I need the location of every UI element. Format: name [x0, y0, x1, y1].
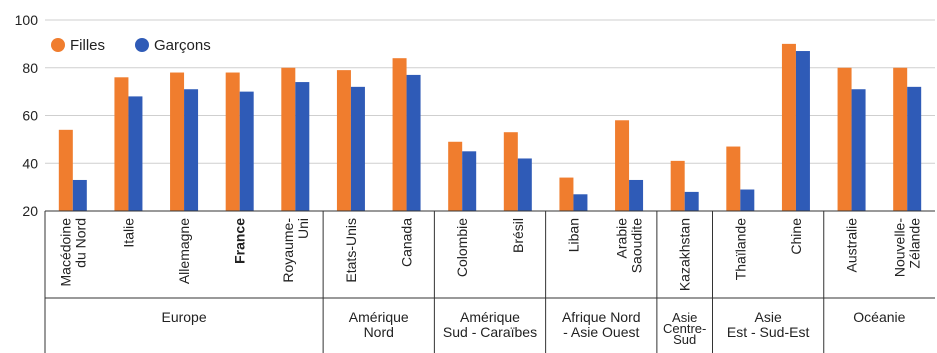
x-tick-label: Thaïlande — [732, 218, 748, 280]
x-tick-label: Etats-Unis — [343, 218, 359, 283]
bar-filles — [615, 120, 630, 211]
y-tick-label: 100 — [15, 12, 39, 28]
x-tick-label-line: Thaïlande — [732, 218, 748, 280]
x-tick-label-line: Australie — [844, 218, 860, 273]
legend-marker — [51, 38, 65, 52]
bar-garcons — [629, 179, 644, 211]
bar-garcons — [406, 74, 421, 211]
x-tick-label: Canada — [399, 218, 415, 267]
bar-garcons — [907, 86, 922, 211]
bar-filles — [559, 177, 574, 211]
x-tick-label-line: Arabie — [614, 218, 630, 259]
x-tick-label-line: France — [232, 218, 248, 264]
bars — [58, 43, 922, 212]
legend-label: Filles — [70, 37, 105, 54]
y-tick-label: 20 — [22, 203, 38, 219]
group-label: Europe — [161, 309, 206, 325]
x-tick-label-line: Chine — [788, 218, 804, 255]
bar-filles — [448, 141, 463, 211]
group-label: Sud - Caraïbes — [443, 324, 537, 340]
x-tick-label: Kazakhstan — [677, 218, 693, 291]
bar-filles — [281, 67, 296, 211]
group-label: Sud — [673, 332, 696, 347]
bar-garcons — [128, 96, 143, 211]
bar-filles — [225, 72, 240, 212]
bar-garcons — [851, 89, 866, 211]
bar-garcons — [795, 51, 810, 211]
x-tick-label-line: Etats-Unis — [343, 218, 359, 283]
x-tick-label: Italie — [120, 218, 136, 248]
group-label: Océanie — [853, 309, 905, 325]
bar-garcons — [684, 191, 699, 211]
x-tick-label: Liban — [565, 218, 581, 252]
x-tick-label: Brésil — [510, 218, 526, 253]
x-tick-label: Royaume-Uni — [280, 218, 311, 283]
group-label: Amérique — [460, 309, 520, 325]
y-tick-label: 80 — [22, 60, 38, 76]
bar-filles — [170, 72, 185, 212]
bar-garcons — [740, 189, 755, 211]
y-tick-label: 60 — [22, 108, 38, 124]
x-tick-label: ArabieSaoudite — [614, 218, 645, 273]
bar-garcons — [462, 151, 477, 211]
x-tick-label-line: Saoudite — [629, 218, 645, 273]
legend-label: Garçons — [154, 37, 211, 54]
x-tick-label: France — [232, 218, 248, 264]
bar-garcons — [184, 89, 199, 211]
x-tick-label-line: Zélande — [907, 218, 923, 269]
bar-filles — [58, 129, 73, 211]
group-label: - Asie Ouest — [563, 324, 639, 340]
bar-filles — [781, 43, 796, 211]
x-tick-label-line: Royaume- — [280, 218, 296, 283]
x-tick-label-line: Uni — [295, 218, 311, 239]
bar-filles — [726, 146, 741, 211]
y-axis-ticks: 20 40 60 80 100 — [15, 12, 39, 219]
bar-garcons — [517, 158, 532, 211]
x-tick-label-line: Brésil — [510, 218, 526, 253]
group-label: Centre- — [663, 321, 706, 336]
group-label: Asie — [755, 309, 782, 325]
bar-filles — [392, 58, 407, 212]
bar-garcons — [72, 179, 87, 211]
group-label: Nord — [364, 324, 394, 340]
group-label: Est - Sud-Est — [727, 324, 810, 340]
x-tick-label: Allemagne — [176, 218, 192, 284]
bar-garcons — [239, 91, 254, 211]
bar-filles — [837, 67, 852, 211]
x-tick-label: Colombie — [454, 218, 470, 277]
bar-filles — [503, 132, 518, 211]
group-label: Afrique Nord — [562, 309, 641, 325]
x-axis: Macédoinedu Nord Italie Allemagne France Roy… — [44, 210, 935, 353]
bar-filles — [893, 67, 908, 211]
legend: Filles Garçons — [51, 37, 211, 54]
x-tick-label: Chine — [788, 218, 804, 255]
x-tick-label: Australie — [844, 218, 860, 273]
x-tick-label-line: Macédoine — [57, 218, 73, 287]
x-tick-label-line: Nouvelle- — [892, 218, 908, 277]
x-tick-label-line: Allemagne — [176, 218, 192, 284]
x-tick-label-line: Liban — [565, 218, 581, 252]
x-tick-label-line: Kazakhstan — [677, 218, 693, 291]
group-label: Asie — [672, 310, 697, 325]
bar-filles — [336, 70, 351, 211]
legend-marker — [135, 38, 149, 52]
bar-garcons — [573, 194, 588, 211]
bar-filles — [670, 160, 685, 211]
y-tick-label: 40 — [22, 155, 38, 171]
x-tick-label-line: Colombie — [454, 218, 470, 277]
bar-garcons — [295, 82, 310, 211]
x-tick-label: Macédoinedu Nord — [57, 218, 88, 287]
x-tick-label-line: Italie — [120, 218, 136, 248]
bar-garcons — [350, 86, 365, 211]
group-label: Amérique — [349, 309, 409, 325]
x-tick-label-line: Canada — [399, 218, 415, 267]
x-tick-label: Nouvelle-Zélande — [892, 218, 923, 277]
bar-filles — [114, 77, 129, 211]
x-tick-label-line: du Nord — [72, 218, 88, 268]
